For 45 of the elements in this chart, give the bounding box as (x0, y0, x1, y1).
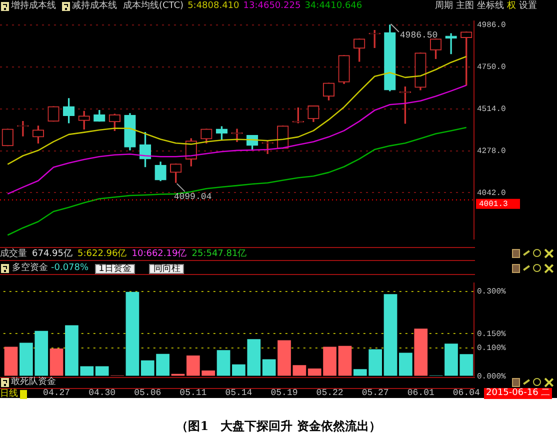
text: 主图 (456, 1, 474, 12)
text: 多空资金 (12, 263, 48, 274)
text: 5:622.96亿 (78, 249, 127, 260)
text: 增持成本线 (11, 1, 56, 12)
ref-line-label: 4001.3 (479, 200, 508, 210)
text: 权 (507, 1, 516, 12)
text: 34:4410.646 (304, 1, 362, 12)
dropdown-field: 同向柱 (149, 264, 184, 274)
text: 25:547.81亿 (192, 249, 247, 260)
text: 2015-06-16 二 (484, 388, 552, 399)
x-tick-label: 05.27 (362, 388, 389, 398)
x-tick-label: 04.30 (88, 388, 116, 398)
text: 10:662.19亿 (132, 249, 187, 260)
annotation: 4099.04 (174, 192, 212, 202)
x-tick-label: 05.11 (180, 388, 207, 398)
text: 周期 (435, 1, 453, 12)
y-tick-label: 0.000% (477, 372, 506, 382)
y-tick-label: 0.300% (477, 287, 506, 296)
text: 设置 (519, 1, 537, 12)
x-tick-label: 05.06 (134, 388, 162, 398)
y-tick-label: 4986.0 (477, 21, 506, 30)
text: 5:4808.410 (188, 1, 240, 12)
y-tick-label: 4042.0 (477, 188, 506, 198)
text: -0.078% (51, 263, 89, 274)
text: 674.95亿 (32, 249, 72, 260)
x-tick-label: 06.04 (452, 388, 480, 398)
text: 成交量 (0, 249, 27, 260)
y-tick-label: 0.100% (477, 344, 506, 354)
x-tick-label: 05.22 (316, 388, 344, 398)
x-tick-label: 04.27 (43, 388, 70, 398)
y-tick-label: 0.150% (477, 330, 506, 339)
y-tick-label: 4750.0 (477, 63, 506, 72)
text: 日线 (0, 389, 18, 400)
text: 减持成本线 (72, 1, 117, 12)
y-tick-label: 4514.0 (477, 104, 506, 114)
text: （图1 大盘下探回升 资金依然流出） (176, 419, 381, 433)
annotation: 4986.50 (400, 30, 438, 40)
text: 13:4650.225 (243, 1, 301, 12)
x-tick-label: 05.14 (225, 388, 252, 398)
y-tick-label: 4278.0 (477, 146, 506, 156)
x-tick-label: 06.01 (407, 388, 434, 398)
x-tick-label: 05.19 (270, 388, 298, 398)
text: 敢死队资金 (11, 377, 56, 388)
text: 坐标线 (477, 1, 504, 12)
legend-title: 成本均线(CTC) (123, 1, 184, 12)
